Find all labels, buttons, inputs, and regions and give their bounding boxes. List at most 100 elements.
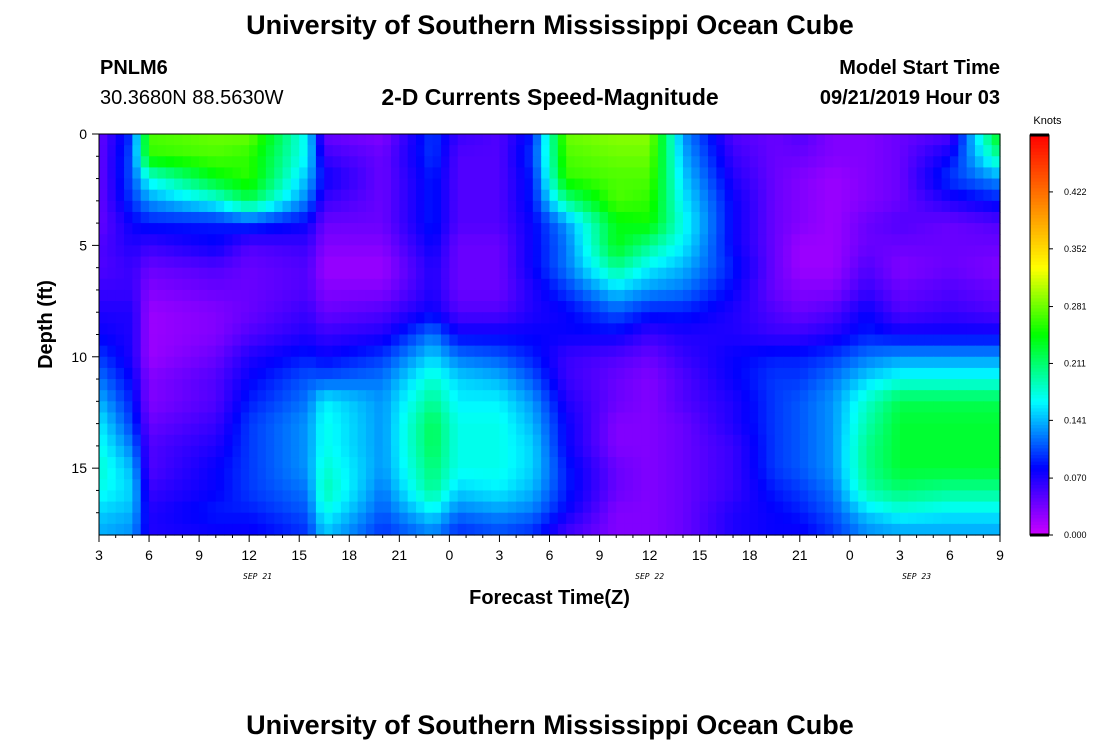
heatmap-cell <box>257 267 267 280</box>
heatmap-cell <box>949 323 959 336</box>
heatmap-cell <box>682 178 692 191</box>
heatmap-cell <box>190 334 200 347</box>
heatmap-cell <box>824 445 834 458</box>
heatmap-cell <box>274 401 284 414</box>
heatmap-cell <box>632 301 642 313</box>
heatmap-cell <box>941 401 951 414</box>
heatmap-cell <box>883 379 893 391</box>
heatmap-cell <box>157 501 167 514</box>
heatmap-cell <box>541 345 551 358</box>
heatmap-cell <box>190 468 200 480</box>
heatmap-cell <box>616 445 626 458</box>
heatmap-cell <box>541 178 551 191</box>
heatmap-cell <box>841 178 851 191</box>
heatmap-cell <box>733 167 742 180</box>
heatmap-cell <box>199 457 209 469</box>
heatmap-cell <box>591 223 601 235</box>
heatmap-cell <box>474 379 484 391</box>
heatmap-cell <box>432 345 442 358</box>
heatmap-cell <box>407 523 417 536</box>
heatmap-cell <box>382 512 392 525</box>
heatmap-cell <box>115 289 125 302</box>
heatmap-cell <box>165 323 175 336</box>
heatmap-cell <box>749 423 759 436</box>
heatmap-cell <box>207 145 217 157</box>
heatmap-cell <box>499 178 509 191</box>
x-tick-label: 15 <box>291 547 307 563</box>
heatmap-cell <box>908 468 918 480</box>
heatmap-cell <box>407 501 417 514</box>
heatmap-cell <box>841 256 851 269</box>
heatmap-cell <box>599 145 609 157</box>
heatmap-cell <box>107 256 117 269</box>
heatmap-cell <box>691 468 701 480</box>
heatmap-cell <box>983 256 993 269</box>
heatmap-cell <box>682 523 692 536</box>
heatmap-cell <box>866 211 876 224</box>
heatmap-cell <box>199 289 209 302</box>
heatmap-cell <box>899 412 909 425</box>
heatmap-cell <box>249 312 259 324</box>
heatmap-cell <box>799 301 809 313</box>
heatmap-cell <box>132 523 142 536</box>
heatmap-cell <box>708 367 717 380</box>
heatmap-cell <box>99 390 108 402</box>
heatmap-cell <box>741 512 751 525</box>
heatmap-cell <box>824 367 834 380</box>
heatmap-cell <box>249 412 259 425</box>
heatmap-cell <box>674 156 684 169</box>
heatmap-cell <box>607 278 617 291</box>
heatmap-cell <box>666 434 676 447</box>
heatmap-cell <box>749 178 759 191</box>
heatmap-cell <box>374 134 384 146</box>
heatmap-cell <box>449 379 459 391</box>
heatmap-cell <box>441 457 450 469</box>
heatmap-cell <box>340 379 350 391</box>
heatmap-cell <box>883 445 893 458</box>
heatmap-cell <box>399 334 409 347</box>
heatmap-cell <box>482 501 492 514</box>
heatmap-cell <box>833 490 843 503</box>
heatmap-cell <box>891 390 901 402</box>
heatmap-cell <box>908 211 918 224</box>
heatmap-cell <box>157 323 167 336</box>
heatmap-cell <box>883 256 893 269</box>
heatmap-cell <box>390 189 400 202</box>
heatmap-cell <box>424 490 434 503</box>
heatmap-cell <box>783 356 793 369</box>
heatmap-cell <box>365 323 375 336</box>
heatmap-cell <box>240 468 250 480</box>
heatmap-cell <box>374 379 384 391</box>
heatmap-cell <box>974 267 984 280</box>
heatmap-cell <box>891 134 901 146</box>
heatmap-cell <box>582 234 592 246</box>
heatmap-cell <box>657 234 667 246</box>
heatmap-cell <box>966 423 976 436</box>
heatmap-cell <box>974 412 984 425</box>
heatmap-cell <box>524 200 534 213</box>
heatmap-cell <box>908 401 918 414</box>
heatmap-cell <box>616 523 626 536</box>
heatmap-cell <box>874 278 884 291</box>
colorbar-strip <box>1030 235 1049 239</box>
heatmap-cell <box>357 323 367 336</box>
heatmap-cell <box>974 167 984 180</box>
heatmap-cell <box>766 289 776 302</box>
heatmap-cell <box>816 267 826 280</box>
heatmap-cell <box>466 189 476 202</box>
heatmap-cell <box>791 200 801 213</box>
heatmap-cell <box>324 390 334 402</box>
heatmap-cell <box>691 256 701 269</box>
heatmap-cell <box>124 479 133 492</box>
heatmap-cell <box>666 468 676 480</box>
heatmap-cell <box>641 178 651 191</box>
heatmap-cell <box>716 468 726 480</box>
heatmap-cell <box>699 200 709 213</box>
heatmap-cell <box>749 345 759 358</box>
heatmap-cell <box>149 323 158 336</box>
heatmap-cell <box>933 189 943 202</box>
colorbar-strip <box>1030 455 1049 459</box>
heatmap-cell <box>140 289 150 302</box>
heatmap-cell <box>816 256 826 269</box>
heatmap-cell <box>649 245 659 258</box>
